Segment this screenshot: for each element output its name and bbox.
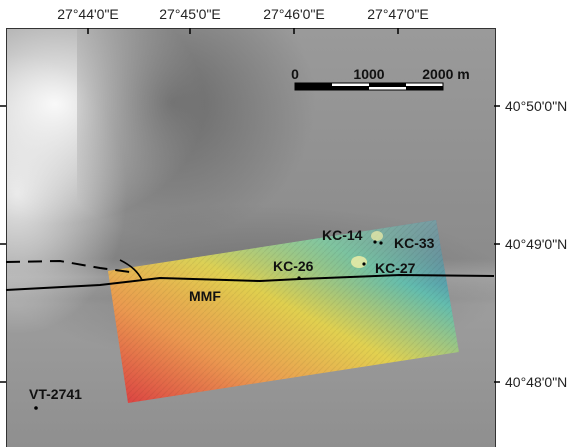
site-marker-kc-27[interactable] [362,262,366,266]
hillock-spot [351,256,367,268]
longitude-label-4: 27°47'0"E [367,6,429,22]
scale-label-1000: 1000 [353,66,385,82]
site-label-vt-2741[interactable]: VT-2741 [29,386,82,402]
fault-branch-line [119,259,143,281]
hillshade-ridge [77,29,317,239]
hillock-spot [371,231,383,241]
longitude-label-1: 27°44'0"E [57,6,119,22]
site-marker-vt-2741[interactable] [34,406,38,410]
site-label-kc-14[interactable]: KC-14 [322,227,363,243]
latitude-label-1: 40°50'0"N [505,98,568,114]
longitude-label-2: 27°45'0"E [159,6,221,22]
latitude-label-2: 40°49'0"N [505,236,568,252]
scale-bar [294,82,444,91]
site-marker-kc-33[interactable] [379,241,383,245]
fault-main-line [5,273,495,291]
longitude-label-3: 27°46'0"E [263,6,325,22]
site-label-kc-33[interactable]: KC-33 [394,235,435,251]
scale-label-2000: 2000 m [422,66,470,82]
site-label-kc-26[interactable]: KC-26 [273,258,314,274]
scale-label-0: 0 [291,66,299,82]
dem-texture [108,220,459,403]
site-marker-kc-14[interactable] [373,240,377,244]
latitude-label-3: 40°48'0"N [505,374,568,390]
site-marker-kc-26[interactable] [297,276,301,280]
fault-label: MMF [189,288,221,304]
fault-dashed-line [5,259,131,273]
site-label-kc-27[interactable]: KC-27 [375,260,416,276]
